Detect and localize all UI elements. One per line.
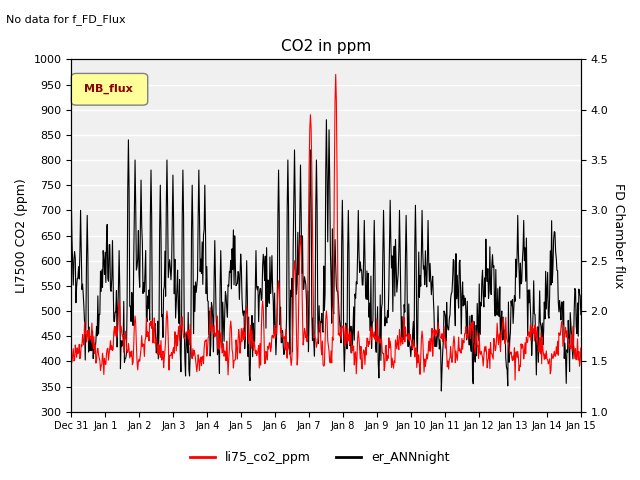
FancyBboxPatch shape (71, 73, 148, 105)
Text: No data for f_FD_Flux: No data for f_FD_Flux (6, 14, 126, 25)
Title: CO2 in ppm: CO2 in ppm (281, 39, 371, 54)
Text: MB_flux: MB_flux (84, 84, 132, 95)
Y-axis label: FD Chamber flux: FD Chamber flux (612, 183, 625, 288)
Legend: li75_co2_ppm, er_ANNnight: li75_co2_ppm, er_ANNnight (186, 446, 454, 469)
Y-axis label: LI7500 CO2 (ppm): LI7500 CO2 (ppm) (15, 178, 28, 293)
